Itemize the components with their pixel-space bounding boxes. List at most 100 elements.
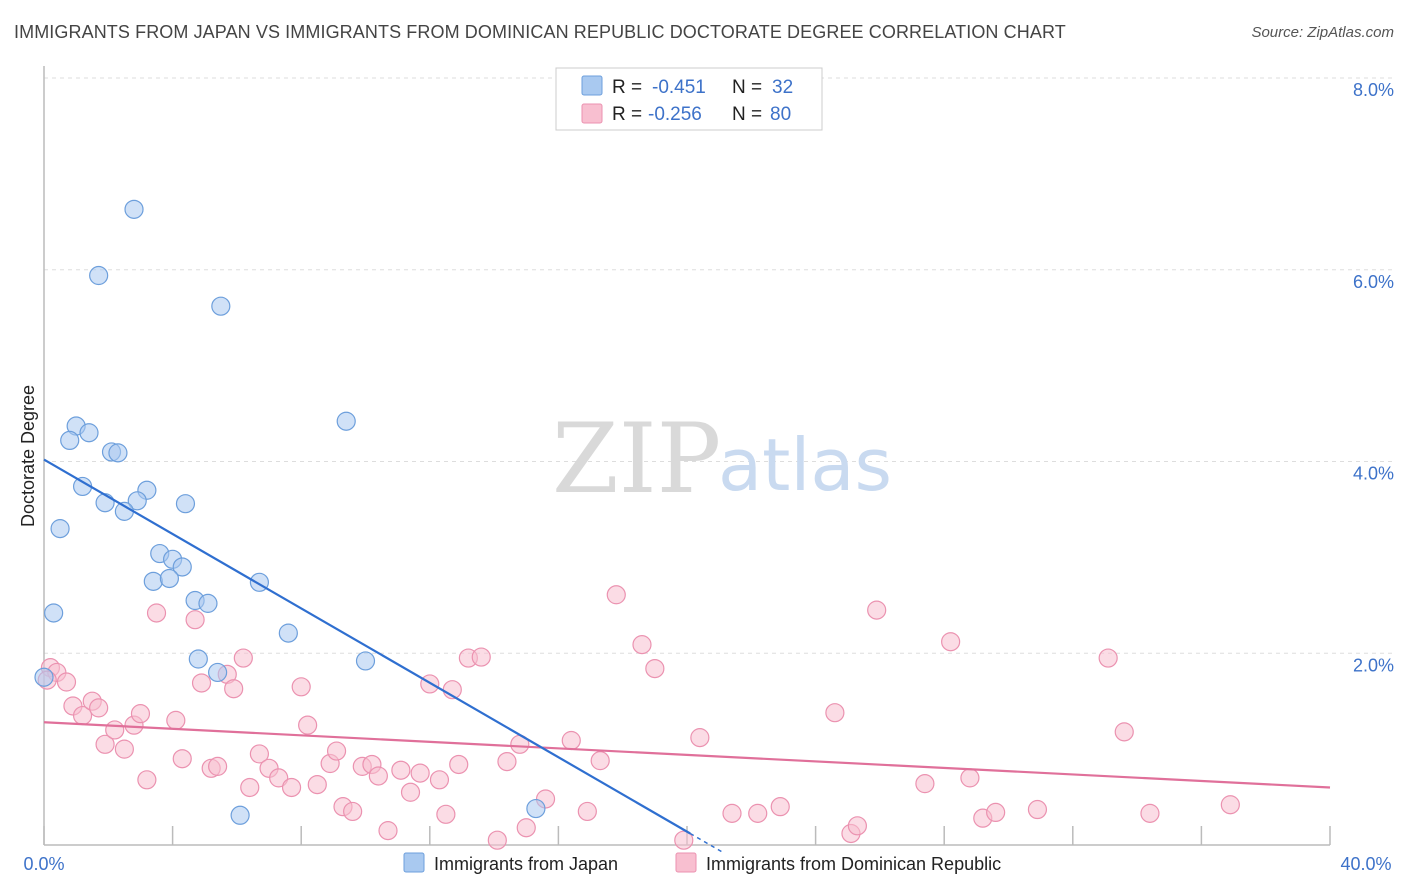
dominican-republic-point	[449, 754, 469, 775]
japan-point	[89, 265, 109, 286]
dominican-republic-point	[516, 818, 536, 838]
series-legend-swatch-japan	[403, 852, 425, 873]
japan-point	[208, 662, 228, 683]
dominican-republic-point	[825, 703, 845, 723]
source-label: Source: ZipAtlas.com	[1251, 24, 1394, 41]
dominican-republic-point	[1140, 803, 1160, 823]
dominican-republic-point	[1027, 799, 1048, 820]
japan-point	[526, 798, 546, 819]
dominican-republic-point	[986, 802, 1006, 823]
japan-point	[44, 603, 64, 623]
dominican-republic-point	[105, 720, 125, 740]
legend-r-label-dr: R =	[612, 104, 642, 125]
dominican-republic-point	[606, 585, 626, 605]
legend-r-value-dr: -0.256	[648, 104, 702, 125]
dominican-republic-point	[674, 830, 694, 850]
dominican-republic-point	[847, 816, 867, 836]
dominican-republic-point	[632, 635, 652, 655]
dominican-republic-point	[326, 741, 347, 761]
japan-point	[108, 443, 128, 463]
dominican-republic-point	[1220, 795, 1240, 815]
dominican-republic-point	[590, 751, 610, 771]
dominican-republic-point	[146, 603, 167, 623]
y-tick-label: 8.0%	[1353, 80, 1394, 100]
japan-point	[188, 649, 208, 669]
x-tick-label-min: 0.0%	[23, 854, 64, 874]
series-legend-label-dr: Immigrants from Dominican Republic	[706, 854, 1001, 874]
dominican-republic-point	[307, 774, 327, 795]
dominican-republic-point	[185, 610, 205, 630]
legend-r-value-japan: -0.451	[652, 77, 706, 98]
dominican-republic-point	[89, 698, 109, 718]
dominican-republic-point	[368, 766, 388, 786]
japan-point	[172, 557, 192, 577]
dominican-republic-point	[497, 751, 517, 772]
japan-point	[198, 593, 218, 613]
watermark-zip: ZIP	[552, 403, 721, 515]
y-tick-label: 4.0%	[1353, 464, 1394, 484]
dominican-republic-point	[224, 679, 244, 699]
legend-n-label-japan: N =	[732, 77, 762, 98]
japan-point	[278, 623, 298, 643]
dominican-republic-point	[191, 673, 212, 693]
dominican-republic-point	[645, 658, 665, 679]
japan-trendline-extension	[689, 832, 723, 853]
japan-point	[175, 494, 196, 514]
dominican-republic-point	[960, 768, 980, 788]
dominican-republic-point	[291, 677, 311, 697]
japan-point	[230, 805, 250, 825]
japan-point	[159, 568, 179, 589]
japan-point	[355, 651, 376, 671]
trend-lines	[43, 458, 1331, 853]
dominican-republic-point	[208, 756, 228, 776]
dominican-republic-point	[114, 739, 134, 759]
dominican-republic-point	[391, 760, 411, 780]
legend-swatch-dr	[581, 103, 603, 124]
dominican-republic-point	[429, 770, 450, 790]
chart-title: IMMIGRANTS FROM JAPAN VS IMMIGRANTS FROM…	[14, 22, 1066, 42]
gridlines	[44, 77, 1394, 654]
dominican-republic-point	[1114, 722, 1134, 742]
japan-point	[143, 571, 163, 591]
dominican-republic-point	[436, 804, 456, 824]
dominican-republic-point	[577, 801, 597, 822]
series-legend: Immigrants from Japan Immigrants from Do…	[403, 852, 1001, 874]
legend-n-value-dr: 80	[770, 104, 791, 125]
dominican-republic-point	[233, 648, 253, 668]
dominican-republic-point	[722, 803, 742, 823]
dominican-republic-point	[137, 770, 157, 790]
y-tick-label: 2.0%	[1353, 655, 1394, 675]
dominican-republic-point	[172, 749, 192, 769]
dominican-republic-point	[1098, 648, 1118, 668]
x-tick-label-max: 40.0%	[1340, 854, 1391, 874]
dominican-republic-point	[561, 730, 581, 751]
dominican-republic-point	[770, 797, 790, 817]
dominican-republic-point	[471, 647, 491, 667]
series-legend-swatch-dr	[675, 852, 697, 873]
dominican-republic-trendline	[43, 721, 1331, 789]
y-tick-label: 6.0%	[1353, 272, 1394, 292]
dominican-republic-point	[690, 728, 710, 748]
dominican-republic-point	[941, 632, 961, 652]
japan-point	[124, 199, 144, 219]
dominican-republic-point	[281, 777, 302, 798]
japan-point	[34, 667, 54, 687]
dominican-republic-point	[400, 782, 421, 802]
japan-point	[336, 411, 356, 431]
dominican-republic-point	[95, 734, 115, 754]
japan-point	[60, 430, 80, 451]
dominican-republic-point	[298, 715, 318, 735]
series-legend-label-japan: Immigrants from Japan	[434, 854, 618, 874]
japan-point	[79, 423, 99, 443]
dominican-republic-point	[56, 672, 77, 692]
dominican-republic-point	[378, 821, 398, 841]
japan-point	[50, 519, 70, 539]
dominican-republic-point	[410, 763, 430, 783]
japan-point	[211, 296, 231, 316]
dominican-republic-points	[37, 585, 1240, 850]
dominican-republic-point	[166, 710, 186, 730]
dominican-republic-point	[487, 830, 507, 850]
legend-swatch-japan	[581, 75, 603, 96]
dominican-republic-point	[915, 774, 935, 794]
